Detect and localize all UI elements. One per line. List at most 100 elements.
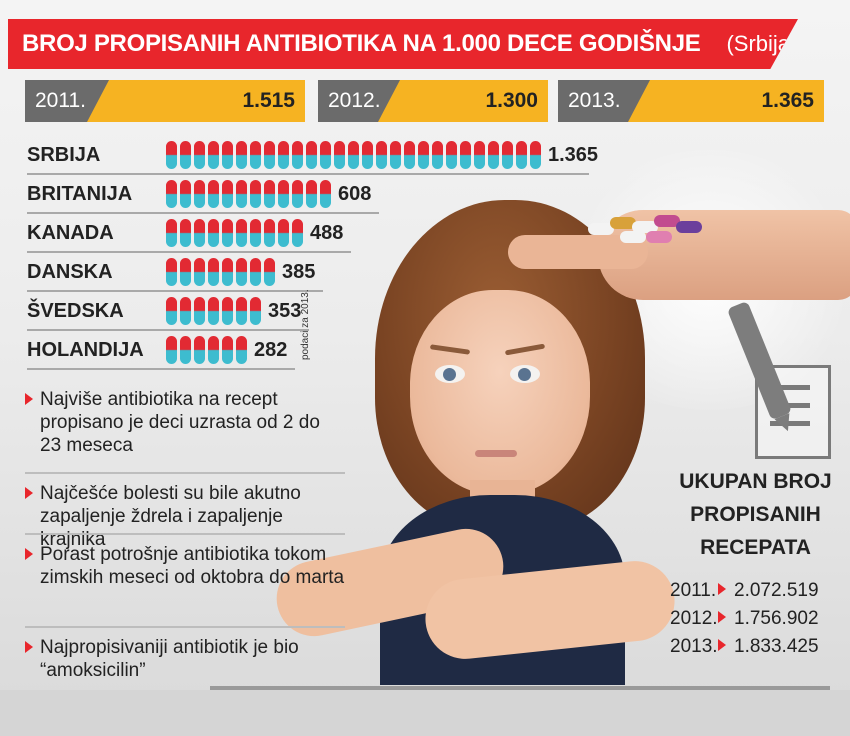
- pill-mark: [250, 141, 261, 169]
- pill-mark: [166, 297, 177, 325]
- pill-mark: [222, 180, 233, 208]
- totals-year: 2011.: [670, 580, 717, 601]
- pill-mark: [432, 141, 443, 169]
- row-separator: [27, 290, 323, 292]
- pill-mark: [222, 258, 233, 286]
- hand-pills-icon: [508, 195, 850, 315]
- data-label: 488: [310, 222, 344, 244]
- pill-mark: [236, 336, 247, 364]
- row-separator: [27, 251, 351, 253]
- totals-title-line: PROPISANIH: [690, 503, 821, 526]
- pill-mark: [208, 141, 219, 169]
- pill-mark: [250, 180, 261, 208]
- totals-row: 2013. 1.833.425: [670, 636, 840, 658]
- arrow-right-icon: [25, 548, 33, 560]
- pill-mark: [236, 141, 247, 169]
- pill-mark: [208, 258, 219, 286]
- bullet-item: Porast potrošnje antibiotika tokom zimsk…: [25, 543, 345, 589]
- pill-mark: [264, 141, 275, 169]
- totals-title-line: UKUPAN BROJ: [679, 470, 832, 493]
- pill-mark: [278, 141, 289, 169]
- pill-mark: [292, 180, 303, 208]
- pill-mark: [460, 141, 471, 169]
- totals-row: 2012. 1.756.902: [670, 608, 840, 630]
- totals-value: 1.756.902: [734, 608, 819, 629]
- pill-mark: [362, 141, 373, 169]
- pill-mark: [180, 336, 191, 364]
- pill-mark: [222, 141, 233, 169]
- pill-mark: [250, 258, 261, 286]
- arrow-right-icon: [718, 639, 726, 651]
- pill-mark: [166, 219, 177, 247]
- pill-mark: [278, 180, 289, 208]
- pill-mark: [264, 180, 275, 208]
- year-label: 2013.: [568, 89, 621, 112]
- pill-mark: [404, 141, 415, 169]
- bullet-item: Najviše antibiotika na recept propisano …: [25, 388, 345, 457]
- pill-mark: [250, 297, 261, 325]
- pill-mark: [166, 180, 177, 208]
- arrow-right-icon: [718, 583, 726, 595]
- pill-mark: [166, 258, 177, 286]
- pill-mark: [292, 219, 303, 247]
- row-separator: [27, 212, 379, 214]
- year-box-2011: 2011. 1.515: [25, 80, 305, 122]
- pill-mark: [222, 219, 233, 247]
- year-label: 2011.: [35, 89, 86, 112]
- pill-mark: [320, 141, 331, 169]
- year-value: 1.300: [485, 89, 538, 112]
- pill-mark: [306, 141, 317, 169]
- pill-mark: [194, 219, 205, 247]
- year-value: 1.515: [242, 89, 295, 112]
- pill-mark: [348, 141, 359, 169]
- pill-mark: [194, 258, 205, 286]
- pill-mark: [236, 219, 247, 247]
- bullet-separator: [25, 472, 345, 474]
- pill-mark: [446, 141, 457, 169]
- pill-mark: [264, 219, 275, 247]
- pill-mark: [418, 141, 429, 169]
- category-label: SRBIJA: [27, 144, 101, 166]
- bullet-item: Najčešće bolesti su bile akutno zapaljen…: [25, 482, 345, 551]
- chart-subtitle: (Srbija): [726, 31, 798, 56]
- data-label: 282: [254, 339, 288, 361]
- category-label: KANADA: [27, 222, 114, 244]
- arrow-right-icon: [25, 393, 33, 405]
- data-label: 353: [268, 300, 302, 322]
- arrow-right-icon: [25, 641, 33, 653]
- data-label: 1.365: [548, 144, 599, 166]
- year-box-2013: 2013. 1.365: [558, 80, 824, 122]
- pill-mark: [194, 180, 205, 208]
- bullet-item: Najpropisivaniji antibiotik je bio “amok…: [25, 636, 345, 682]
- pill-mark: [208, 336, 219, 364]
- pill-mark: [180, 219, 191, 247]
- bottom-rule: [210, 686, 830, 690]
- pill-mark: [264, 258, 275, 286]
- pill-mark: [208, 180, 219, 208]
- data-label: 608: [338, 183, 372, 205]
- bullet-text: Najčešće bolesti su bile akutno zapaljen…: [40, 483, 301, 550]
- year-label: 2012.: [328, 89, 381, 112]
- pill-mark: [334, 141, 345, 169]
- pill-mark: [530, 141, 541, 169]
- pill-mark: [166, 141, 177, 169]
- row-separator: [27, 329, 309, 331]
- pill-mark: [306, 180, 317, 208]
- chart-note: podaci za 2013.: [300, 289, 311, 360]
- pill-mark: [488, 141, 499, 169]
- data-label: 385: [282, 261, 316, 283]
- pill-mark: [376, 141, 387, 169]
- totals-row: 2011. 2.072.519: [670, 580, 840, 602]
- pill-mark: [516, 141, 527, 169]
- pill-mark: [320, 180, 331, 208]
- pill-mark: [236, 258, 247, 286]
- pill-mark: [208, 219, 219, 247]
- bullet-separator: [25, 533, 345, 535]
- bullet-separator: [25, 626, 345, 628]
- pill-mark: [180, 297, 191, 325]
- category-label: BRITANIJA: [27, 183, 133, 205]
- pill-mark: [180, 258, 191, 286]
- row-separator: [27, 173, 589, 175]
- year-box-2012: 2012. 1.300: [318, 80, 548, 122]
